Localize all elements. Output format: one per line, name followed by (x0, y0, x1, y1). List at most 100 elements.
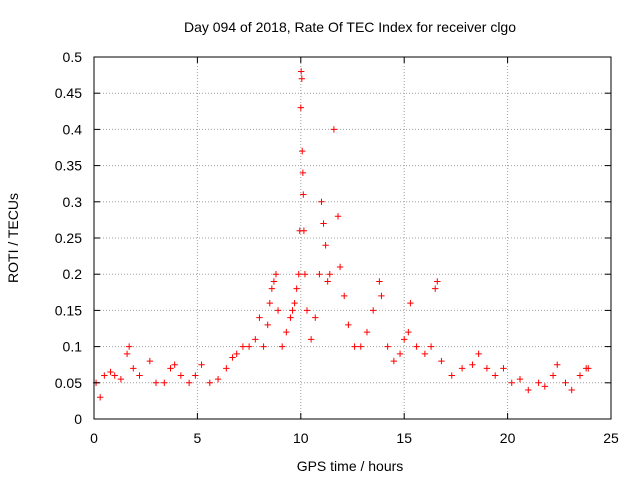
data-point (264, 321, 271, 329)
data-point (316, 271, 323, 278)
data-point (341, 292, 348, 300)
data-point (185, 379, 193, 386)
data-point (500, 365, 507, 372)
data-point (298, 68, 305, 75)
data-point (345, 321, 352, 329)
y-tick-label: 0.45 (55, 85, 82, 101)
data-point (434, 278, 441, 285)
data-point (283, 328, 290, 336)
data-point (336, 263, 344, 271)
data-point (256, 314, 263, 321)
y-axis-label: ROTI / TECUs (5, 193, 21, 283)
data-point (287, 314, 294, 321)
data-point (161, 379, 168, 386)
data-point (239, 343, 247, 350)
data-point (330, 126, 338, 133)
ticks-layer: 0 5 10 15 20 25 0 0.05 0.1 0.15 0.2 0.25 0.3 0.35 0.4 0… (55, 49, 619, 446)
data-point (421, 350, 429, 358)
data-point (233, 350, 240, 358)
data-point (351, 343, 358, 350)
data-point (516, 375, 524, 383)
data-point (568, 386, 575, 394)
data-point (268, 285, 276, 292)
data-point (541, 383, 549, 390)
data-point (407, 299, 414, 307)
data-point (167, 365, 174, 372)
data-point (171, 361, 178, 368)
x-axis-label: GPS time / hours (297, 458, 404, 474)
data-point (274, 307, 282, 314)
data-point (192, 372, 199, 379)
data-point (326, 271, 333, 278)
x-tick-label: 25 (603, 430, 619, 446)
y-tick-label: 0.1 (63, 339, 83, 355)
data-point (307, 336, 315, 343)
data-point (303, 307, 311, 314)
data-point (458, 365, 466, 372)
data-point (469, 361, 476, 368)
data-point (318, 198, 325, 205)
data-point (260, 343, 267, 350)
data-point (334, 213, 342, 220)
data-point (312, 314, 319, 321)
y-tick-label: 0.05 (55, 375, 82, 391)
data-point (390, 357, 398, 365)
data-point (378, 292, 385, 300)
data-point (576, 372, 584, 379)
data-point (97, 394, 104, 401)
data-point (229, 354, 236, 361)
points-layer (92, 68, 592, 401)
y-tick-label: 0.25 (55, 230, 82, 246)
data-point (123, 350, 131, 358)
data-point (324, 278, 331, 285)
y-tick-label: 0 (74, 411, 82, 427)
data-point (297, 104, 304, 111)
data-point (223, 365, 230, 372)
data-point (291, 299, 298, 307)
data-point (107, 368, 114, 376)
data-point (278, 343, 286, 350)
data-point (111, 372, 118, 379)
data-point (301, 271, 309, 278)
y-tick-label: 0.2 (63, 266, 83, 282)
data-point (130, 365, 137, 372)
data-point (554, 361, 561, 368)
data-point (525, 386, 532, 394)
data-point (562, 379, 569, 386)
data-point (299, 147, 306, 155)
data-point (585, 365, 592, 372)
data-point (206, 379, 214, 386)
data-point (448, 372, 455, 379)
x-tick-label: 0 (90, 430, 98, 446)
data-point (322, 242, 329, 249)
data-point (427, 343, 435, 350)
data-point (432, 285, 439, 292)
y-tick-label: 0.5 (63, 49, 83, 65)
data-point (152, 379, 160, 386)
data-point (508, 379, 515, 386)
data-point (136, 372, 143, 379)
x-tick-label: 5 (194, 430, 202, 446)
data-point (535, 379, 542, 386)
data-point (363, 328, 371, 336)
data-point (177, 372, 185, 379)
data-point (272, 271, 280, 278)
data-point (270, 278, 278, 285)
data-point (289, 307, 296, 314)
data-point (214, 375, 222, 383)
data-point (117, 375, 125, 383)
data-point (483, 365, 491, 372)
x-tick-label: 10 (293, 430, 309, 446)
data-point (198, 361, 205, 368)
data-point (438, 357, 445, 365)
data-point (293, 285, 300, 292)
data-point (401, 336, 408, 343)
data-point (475, 350, 482, 358)
data-point (266, 299, 273, 307)
data-point (295, 271, 302, 278)
y-tick-label: 0.4 (63, 121, 83, 137)
data-point (300, 191, 307, 198)
y-tick-label: 0.35 (55, 158, 82, 174)
data-point (384, 343, 391, 350)
